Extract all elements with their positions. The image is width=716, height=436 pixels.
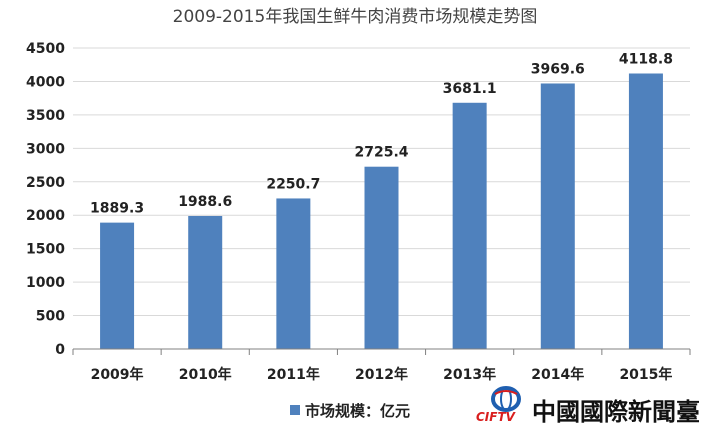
data-label: 1889.3 bbox=[90, 201, 144, 217]
x-tick-label: 2012年 bbox=[355, 366, 408, 383]
data-label: 4118.8 bbox=[619, 51, 673, 67]
bar bbox=[540, 83, 575, 349]
bar bbox=[452, 102, 487, 349]
y-tick-label: 0 bbox=[55, 342, 65, 358]
legend-swatch bbox=[290, 405, 300, 415]
y-tick-label: 2500 bbox=[26, 175, 65, 191]
data-label: 1988.6 bbox=[178, 194, 232, 210]
y-tick-label: 3000 bbox=[26, 141, 65, 157]
y-tick-label: 1000 bbox=[26, 275, 65, 291]
bars bbox=[100, 73, 663, 349]
watermark-chinese: 中國國際新聞臺 bbox=[532, 398, 700, 426]
data-label: 3681.1 bbox=[443, 81, 497, 97]
bar bbox=[100, 222, 135, 349]
y-tick-label: 500 bbox=[36, 309, 65, 325]
x-tick-label: 2015年 bbox=[619, 366, 672, 383]
x-tick-label: 2013年 bbox=[443, 366, 496, 383]
chart-title: 2009-2015年我国生鲜牛肉消费市场规模走势图 bbox=[173, 7, 538, 27]
x-tick-label: 2011年 bbox=[267, 366, 320, 383]
data-labels: 1889.3 1988.6 2250.7 2725.4 3681.1 3969.6 4118… bbox=[90, 51, 673, 216]
y-tick-label: 2000 bbox=[26, 208, 65, 224]
y-tick-label: 3500 bbox=[26, 108, 65, 124]
watermark-logo: CIFTV 中國國際新聞臺 bbox=[476, 386, 712, 432]
watermark-english: CIFTV bbox=[476, 410, 515, 424]
cif-globe-icon bbox=[491, 386, 521, 412]
legend-label: 市场规模：亿元 bbox=[305, 402, 410, 420]
x-tick-label: 2014年 bbox=[531, 366, 584, 383]
x-axis-tick-labels: 2009年 2010年 2011年 2012年 2013年 2014年 2015年 bbox=[91, 366, 673, 383]
y-tick-label: 1500 bbox=[26, 242, 65, 258]
data-label: 2250.7 bbox=[266, 176, 320, 192]
data-label: 2725.4 bbox=[354, 145, 408, 161]
bar bbox=[188, 215, 223, 349]
x-axis bbox=[72, 348, 691, 355]
x-tick-label: 2009年 bbox=[91, 366, 144, 383]
y-axis-tick-labels: 0 500 1000 1500 2000 2500 3000 3500 4000 4500 bbox=[26, 41, 65, 358]
y-tick-label: 4500 bbox=[26, 41, 65, 57]
y-tick-label: 4000 bbox=[26, 74, 65, 90]
bar bbox=[628, 73, 663, 349]
bar bbox=[276, 198, 311, 349]
data-label: 3969.6 bbox=[531, 61, 585, 77]
bar bbox=[364, 166, 399, 349]
legend: 市场规模：亿元 bbox=[290, 402, 410, 420]
x-tick-label: 2010年 bbox=[179, 366, 232, 383]
